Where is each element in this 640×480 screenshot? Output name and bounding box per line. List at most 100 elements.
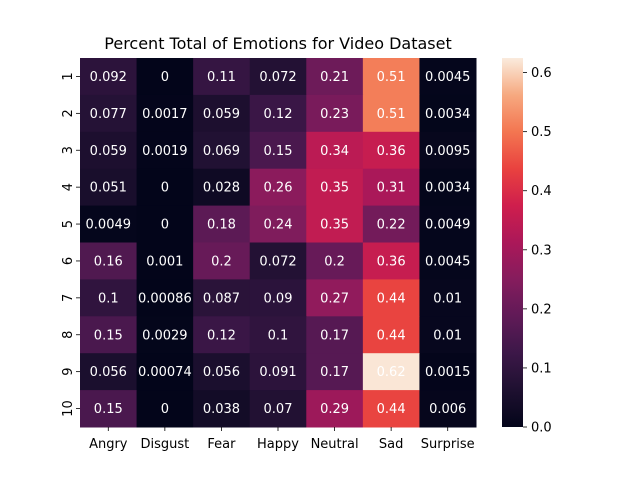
column-tick-label: Fear <box>207 437 236 452</box>
row-tick-label: 4 <box>61 183 76 191</box>
heatmap-cell-label: 0.001 <box>146 254 183 269</box>
heatmap-cell <box>136 242 194 280</box>
heatmap-cell <box>249 168 307 207</box>
heatmap-cell <box>362 94 420 133</box>
column-tick-label: Surprise <box>421 437 475 452</box>
heatmap-cell <box>136 205 194 243</box>
heatmap-cell <box>306 316 364 354</box>
heatmap-cell-label: 0.15 <box>264 144 293 159</box>
heatmap-cell-label: 0.059 <box>90 144 127 159</box>
heatmap-cell <box>362 242 420 280</box>
heatmap-cell <box>80 131 138 170</box>
heatmap-cell <box>80 205 138 243</box>
heatmap-cell-label: 0.072 <box>259 70 296 85</box>
heatmap-cell <box>80 168 138 207</box>
heatmap-cell <box>80 390 138 428</box>
column-tick-label: Sad <box>379 437 403 452</box>
heatmap-cell-label: 0.0049 <box>86 218 132 233</box>
heatmap-cell-label: 0.056 <box>203 365 240 380</box>
heatmap-cell-label: 0.038 <box>203 402 240 417</box>
heatmap-cell <box>306 353 364 391</box>
heatmap-cell-label: 0.0095 <box>425 144 471 159</box>
row-tick-label: 3 <box>61 146 76 154</box>
heatmap-cell <box>362 58 420 96</box>
heatmap-cell <box>362 168 420 207</box>
heatmap-cell-label: 0.17 <box>320 365 349 380</box>
heatmap-cell <box>419 242 477 280</box>
heatmap-cell-label: 0.091 <box>259 365 296 380</box>
heatmap-cell-label: 0.2 <box>211 254 232 269</box>
heatmap-cell <box>306 168 364 207</box>
heatmap-cell <box>362 279 420 317</box>
heatmap-cell <box>80 279 138 317</box>
heatmap-cell <box>136 58 194 96</box>
heatmap-cell <box>136 279 194 317</box>
row-tick-label: 7 <box>61 294 76 302</box>
heatmap-cell-label: 0.24 <box>264 218 293 233</box>
heatmap-cells <box>80 58 477 428</box>
heatmap-cell <box>419 131 477 170</box>
colorbar-tick-labels: 0.0 0.1 0.2 0.3 0.4 0.5 0.6 <box>523 66 552 436</box>
heatmap-cell-label: 0.16 <box>94 254 123 269</box>
heatmap-cell <box>362 205 420 243</box>
row-tick-labels: 1 2 3 4 5 6 7 8 9 10 <box>61 72 80 417</box>
heatmap-cell <box>136 390 194 428</box>
heatmap-cell <box>193 390 251 428</box>
heatmap-cell-label: 0.0034 <box>425 107 471 122</box>
heatmap-cell <box>419 279 477 317</box>
heatmap-cell <box>193 279 251 317</box>
column-tick-label: Disgust <box>140 437 189 452</box>
heatmap-cell-label: 0.01 <box>433 291 462 306</box>
heatmap-cell-label: 0.21 <box>320 70 349 85</box>
heatmap-cell-label: 0.01 <box>433 328 462 343</box>
heatmap-cell <box>419 168 477 207</box>
heatmap-cell-label: 0.44 <box>377 291 406 306</box>
heatmap-cell <box>193 58 251 96</box>
row-tick-label: 8 <box>61 331 76 339</box>
heatmap-cell <box>136 168 194 207</box>
heatmap-cell-label: 0 <box>161 70 169 85</box>
heatmap-cell-label: 0.0019 <box>142 144 188 159</box>
heatmap-cell <box>249 316 307 354</box>
heatmap-cell <box>193 131 251 170</box>
heatmap-cell-label: 0.12 <box>207 328 236 343</box>
heatmap-cell <box>193 205 251 243</box>
heatmap-cell-label: 0.077 <box>90 107 127 122</box>
heatmap-cell-label: 0.0017 <box>142 107 188 122</box>
heatmap-cell <box>193 242 251 280</box>
heatmap-cell-label: 0.51 <box>377 70 406 85</box>
heatmap-cell-label: 0.0045 <box>425 70 471 85</box>
heatmap-cell <box>306 58 364 96</box>
heatmap-cell <box>419 390 477 428</box>
heatmap-cell <box>80 242 138 280</box>
heatmap-cell <box>306 131 364 170</box>
heatmap-cell-label: 0.09 <box>264 291 293 306</box>
heatmap-cell-label: 0.072 <box>259 254 296 269</box>
chart-title: Percent Total of Emotions for Video Data… <box>104 34 451 53</box>
heatmap-cell <box>306 279 364 317</box>
heatmap-cell-label: 0.0015 <box>425 365 471 380</box>
heatmap-cell-label: 0.15 <box>94 402 123 417</box>
heatmap-cell-label: 0.0045 <box>425 254 471 269</box>
heatmap-cell <box>362 353 420 391</box>
row-tick-label: 6 <box>61 257 76 265</box>
heatmap-cell <box>362 316 420 354</box>
heatmap-cell-label: 0.17 <box>320 328 349 343</box>
heatmap-cell-label: 0.44 <box>377 328 406 343</box>
heatmap-cell-label: 0.2 <box>324 254 345 269</box>
heatmap-cell <box>80 58 138 96</box>
heatmap-cell <box>249 353 307 391</box>
heatmap-cell-label: 0.059 <box>203 107 240 122</box>
heatmap-cell <box>193 353 251 391</box>
heatmap-cell-label: 0.62 <box>377 365 406 380</box>
heatmap-cell <box>249 94 307 133</box>
heatmap-cell-label: 0.36 <box>377 254 406 269</box>
heatmap-cell-label: 0.087 <box>203 291 240 306</box>
heatmap-cell <box>136 316 194 354</box>
row-tick-label: 5 <box>61 220 76 228</box>
heatmap-cell <box>136 131 194 170</box>
heatmap-cell-label: 0.26 <box>264 181 293 196</box>
heatmap-cell <box>362 390 420 428</box>
heatmap-cell-label: 0.028 <box>203 181 240 196</box>
